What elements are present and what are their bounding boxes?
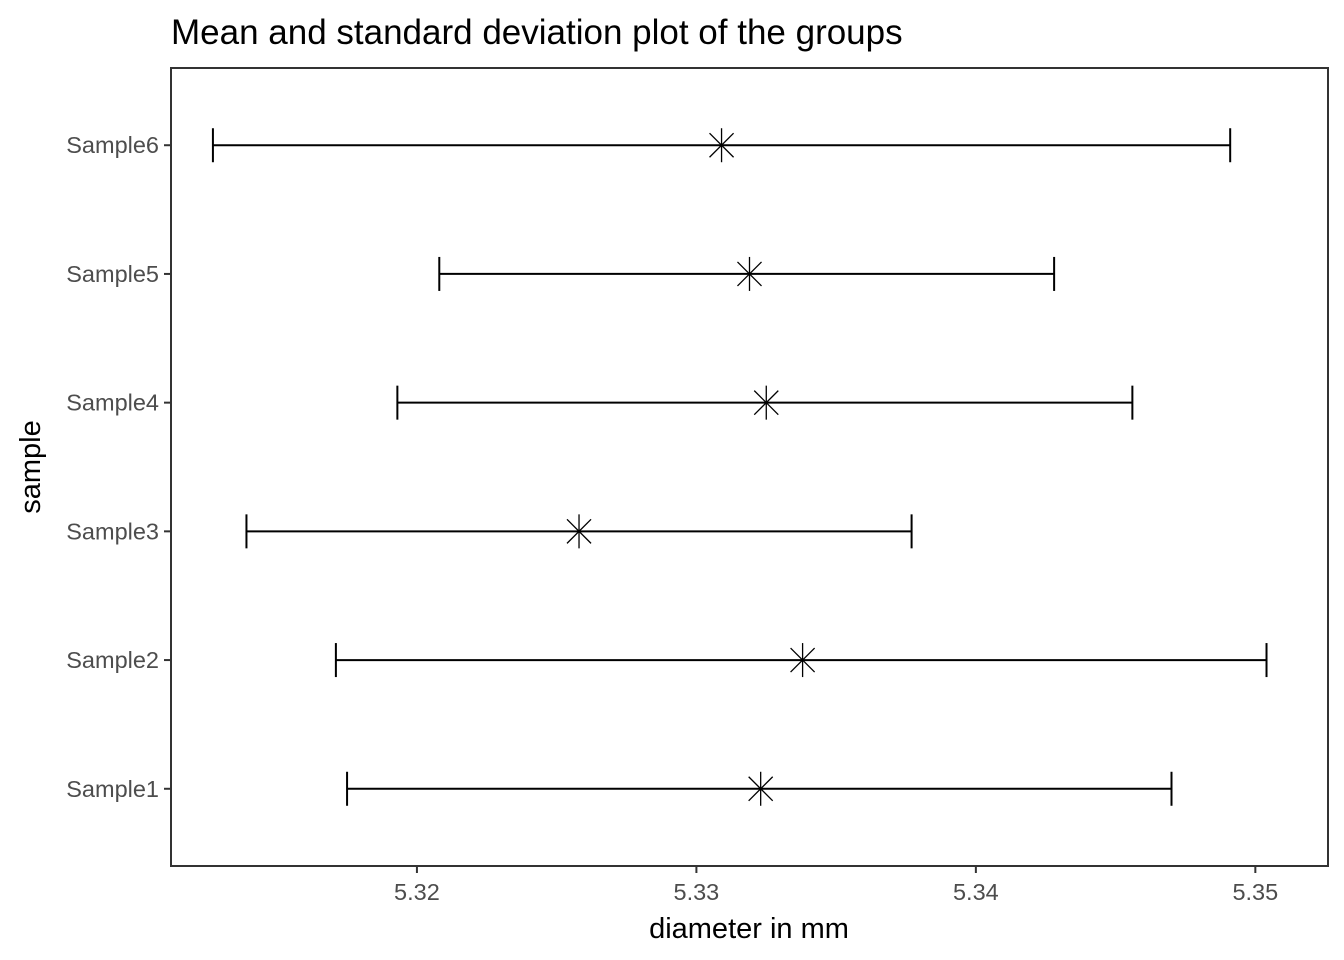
- x-tick-label: 5.33: [674, 879, 720, 905]
- errorbar-sample4: [396, 385, 1134, 420]
- errorbar-sample5: [438, 256, 1056, 291]
- mean-marker: [709, 128, 735, 163]
- y-axis-title: sample: [15, 420, 47, 514]
- y-tick-label: Sample4: [66, 390, 159, 416]
- mean-marker: [737, 256, 762, 291]
- plot-panel: [170, 67, 1329, 867]
- mean-marker: [566, 514, 592, 549]
- errorbar-sample1: [346, 771, 1173, 806]
- ticks-layer: Sample1 Sample2 Sample3 Sample4 Sample5 Sampl…: [66, 132, 1278, 905]
- mean-marker-stroke: [566, 518, 592, 544]
- errorbar-sample2: [334, 643, 1268, 678]
- y-tick-label: Sample5: [66, 261, 159, 287]
- x-tick-label: 5.35: [1232, 879, 1278, 905]
- mean-marker-stroke: [790, 647, 816, 673]
- x-axis-title: diameter in mm: [649, 913, 849, 945]
- chart-title: Mean and standard deviation plot of the …: [171, 13, 903, 52]
- marks-layer: [211, 128, 1268, 806]
- mean-marker-stroke: [753, 390, 779, 416]
- y-tick-label: Sample1: [66, 776, 159, 802]
- mean-marker-stroke: [709, 132, 735, 158]
- mean-marker-stroke: [748, 776, 774, 802]
- x-tick-label: 5.34: [953, 879, 999, 905]
- y-tick-label: Sample3: [66, 518, 159, 544]
- x-tick-label: 5.32: [394, 879, 440, 905]
- errorbar-sample3: [245, 514, 913, 549]
- errorbar-sample6: [211, 128, 1232, 163]
- mean-marker-stroke: [737, 261, 762, 287]
- mean-marker: [753, 385, 779, 420]
- mean-marker: [790, 643, 816, 678]
- mean-marker: [748, 771, 774, 806]
- y-tick-label: Sample2: [66, 647, 159, 673]
- y-tick-label: Sample6: [66, 132, 159, 158]
